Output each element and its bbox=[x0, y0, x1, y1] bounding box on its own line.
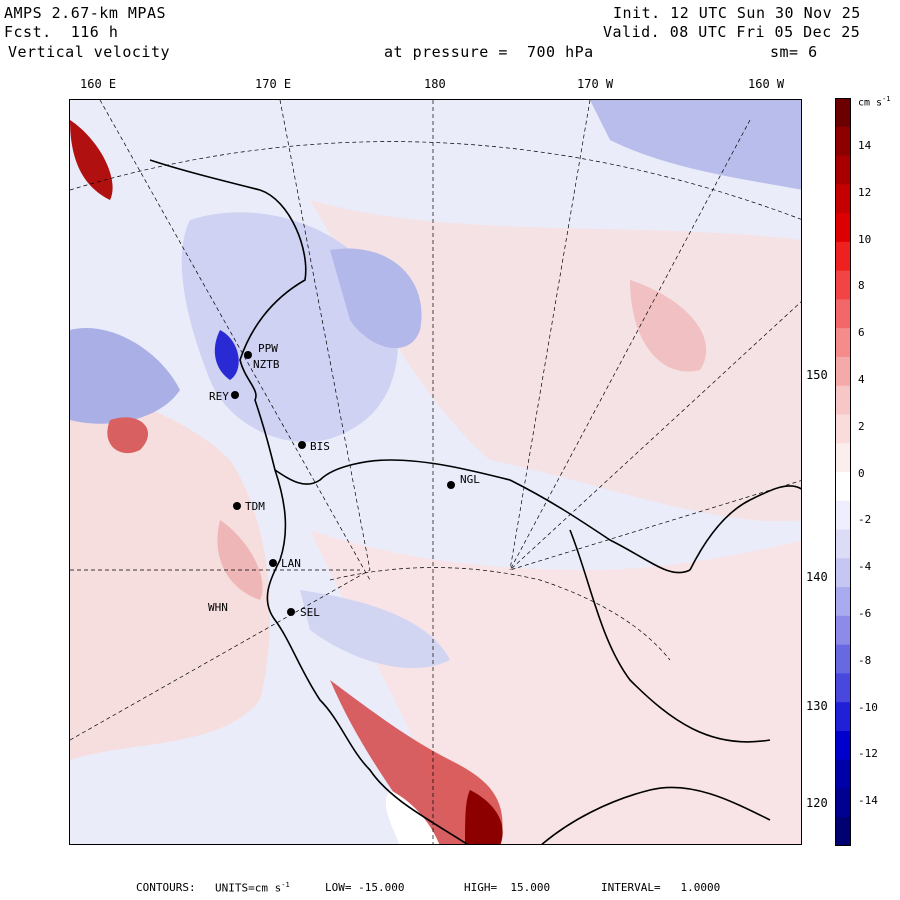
station-label-bis: BIS bbox=[310, 440, 330, 453]
colorbar-swatch bbox=[835, 529, 851, 559]
colorbar-swatch bbox=[835, 356, 851, 387]
colorbar-tick-label: 14 bbox=[858, 139, 872, 152]
colorbar bbox=[835, 98, 851, 846]
colorbar-swatch bbox=[835, 472, 851, 502]
positive-region bbox=[310, 200, 801, 522]
colorbar-swatch bbox=[835, 730, 851, 761]
station-label-whn: WHN bbox=[208, 601, 228, 614]
footer-low: LOW= -15.000 bbox=[325, 881, 405, 894]
colorbar-tick-label: -12 bbox=[858, 747, 878, 761]
smoothing-value: sm= 6 bbox=[770, 43, 818, 61]
positive-region bbox=[107, 417, 149, 454]
colorbar-swatch bbox=[835, 414, 851, 444]
colorbar-swatch bbox=[835, 788, 851, 818]
lon-label-170w: 170 W bbox=[577, 77, 614, 91]
positive-region bbox=[70, 120, 113, 200]
station-label-rey: REY bbox=[209, 390, 229, 403]
forecast-hour: Fcst. 116 h bbox=[4, 23, 119, 41]
positive-region bbox=[465, 790, 503, 844]
positive-region bbox=[217, 520, 263, 600]
station-dot bbox=[447, 481, 455, 489]
colorbar-swatch bbox=[835, 644, 851, 674]
colorbar-swatch bbox=[835, 817, 851, 846]
footer-units: UNITS=cm s-1 bbox=[215, 881, 290, 895]
colorbar-tick-label: 10 bbox=[858, 232, 872, 246]
footer-contours: CONTOURS: bbox=[136, 881, 196, 894]
station-dot bbox=[287, 608, 295, 616]
colorbar-swatch bbox=[835, 759, 851, 789]
colorbar-tick-label: -6 bbox=[858, 607, 872, 620]
colorbar-swatch bbox=[835, 702, 851, 732]
colorbar-swatch bbox=[835, 299, 851, 329]
colorbar-swatch bbox=[835, 328, 851, 358]
colorbar-swatch bbox=[835, 270, 851, 300]
footer-interval: INTERVAL= 1.0000 bbox=[601, 881, 721, 894]
colorbar-swatch bbox=[835, 558, 851, 588]
colorbar-swatch bbox=[835, 213, 851, 243]
station-label-lan: LAN bbox=[281, 557, 301, 570]
colorbar-swatch bbox=[835, 184, 851, 214]
station-label-nztb: NZTB bbox=[253, 358, 280, 371]
colorbar-tick-label: -8 bbox=[858, 653, 872, 667]
lon-label-160w: 160 W bbox=[748, 77, 785, 91]
colorbar-tick-label: -2 bbox=[858, 513, 872, 527]
colorbar-tick-label: -10 bbox=[858, 700, 878, 714]
negative-region bbox=[300, 590, 450, 669]
colorbar-tick-label: 0 bbox=[858, 466, 865, 480]
colorbar-swatch bbox=[835, 673, 851, 703]
positive-region bbox=[630, 280, 707, 372]
land-area bbox=[385, 790, 440, 844]
pressure-level: at pressure = 700 hPa bbox=[384, 43, 594, 61]
station-markers bbox=[231, 351, 455, 616]
station-dot bbox=[231, 391, 239, 399]
colorbar-outline bbox=[835, 98, 851, 846]
colorbar-swatch bbox=[835, 241, 851, 272]
colorbar-swatch bbox=[835, 155, 851, 185]
station-label-ngl: NGL bbox=[460, 473, 480, 486]
negative-region bbox=[330, 248, 422, 349]
station-dot bbox=[244, 351, 252, 359]
colorbar-swatch bbox=[835, 443, 851, 473]
colorbar-tick-label: 4 bbox=[858, 373, 865, 386]
colorbar-swatch bbox=[835, 98, 851, 128]
negative-region bbox=[70, 328, 180, 424]
lon-label-180: 180 bbox=[424, 77, 446, 91]
negative-region bbox=[214, 330, 239, 380]
vertical-velocity-map: PPW NZTB REY BIS NGL TDM LAN WHN SEL bbox=[69, 99, 802, 845]
station-dot bbox=[298, 441, 306, 449]
colorbar-tick-label: 2 bbox=[858, 419, 865, 433]
coastline bbox=[149, 159, 801, 844]
footer-high: HIGH= 15.000 bbox=[464, 881, 551, 894]
colorbar-tick-label: -4 bbox=[858, 560, 872, 574]
colorbar-swatch bbox=[835, 500, 851, 531]
init-time: Init. 12 UTC Sun 30 Nov 25 bbox=[613, 4, 861, 22]
positive-region bbox=[330, 680, 503, 844]
station-dot bbox=[233, 502, 241, 510]
station-label-ppw: PPW bbox=[258, 342, 278, 355]
station-label-tdm: TDM bbox=[245, 500, 265, 513]
graticule bbox=[70, 100, 801, 844]
colorbar-swatch bbox=[835, 385, 851, 415]
model-title: AMPS 2.67-km MPAS bbox=[4, 4, 167, 22]
colorbar-tick-label: 8 bbox=[858, 279, 865, 293]
colorbar-swatch bbox=[835, 587, 851, 617]
colorbar-swatch bbox=[835, 615, 851, 646]
negative-region bbox=[590, 100, 801, 190]
lon-label-170e: 170 E bbox=[255, 77, 292, 91]
colorbar-tick-label: -14 bbox=[858, 794, 878, 808]
colorbar-tick-label: 12 bbox=[858, 185, 872, 199]
colorbar-tick-label: 6 bbox=[858, 326, 865, 340]
colorbar-units: cm s-1 bbox=[858, 95, 891, 109]
field-name: Vertical velocity bbox=[8, 43, 171, 61]
station-dot bbox=[269, 559, 277, 567]
valid-time: Valid. 08 UTC Fri 05 Dec 25 bbox=[603, 23, 861, 41]
colorbar-swatch bbox=[835, 126, 851, 157]
station-label-sel: SEL bbox=[300, 606, 320, 619]
lon-label-160e: 160 E bbox=[80, 77, 117, 91]
